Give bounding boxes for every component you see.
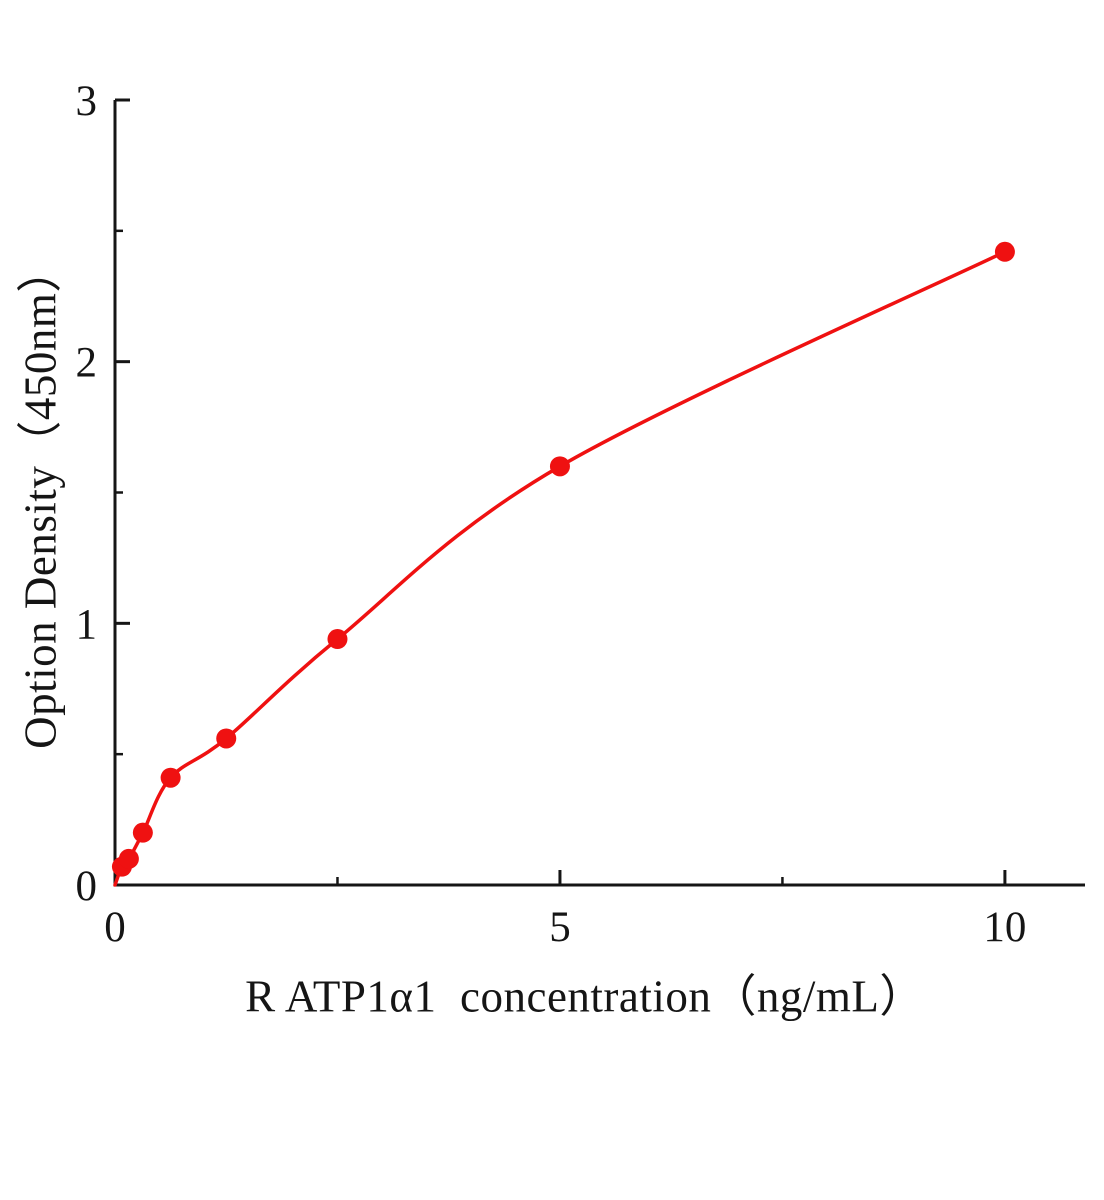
y-tick-label: 1 (76, 601, 98, 648)
y-axis-title: Option Density（450nm） (15, 247, 66, 749)
data-point (132, 822, 153, 843)
data-point (216, 728, 237, 749)
fit-curve (113, 250, 1007, 887)
data-point (160, 767, 181, 788)
x-axis-title: R ATP1α1 concentration（ng/mL） (245, 971, 925, 1022)
data-point (549, 456, 570, 477)
x-tick-label: 10 (983, 904, 1026, 951)
x-tick-label: 5 (549, 904, 571, 951)
y-tick-label: 3 (76, 78, 98, 125)
y-tick-label: 2 (76, 340, 98, 387)
axis-lines (113, 100, 1085, 887)
data-point (327, 629, 348, 650)
y-tick-label: 0 (76, 863, 98, 910)
data-point (118, 848, 139, 869)
x-tick-label: 0 (104, 904, 126, 951)
data-point (994, 241, 1015, 262)
